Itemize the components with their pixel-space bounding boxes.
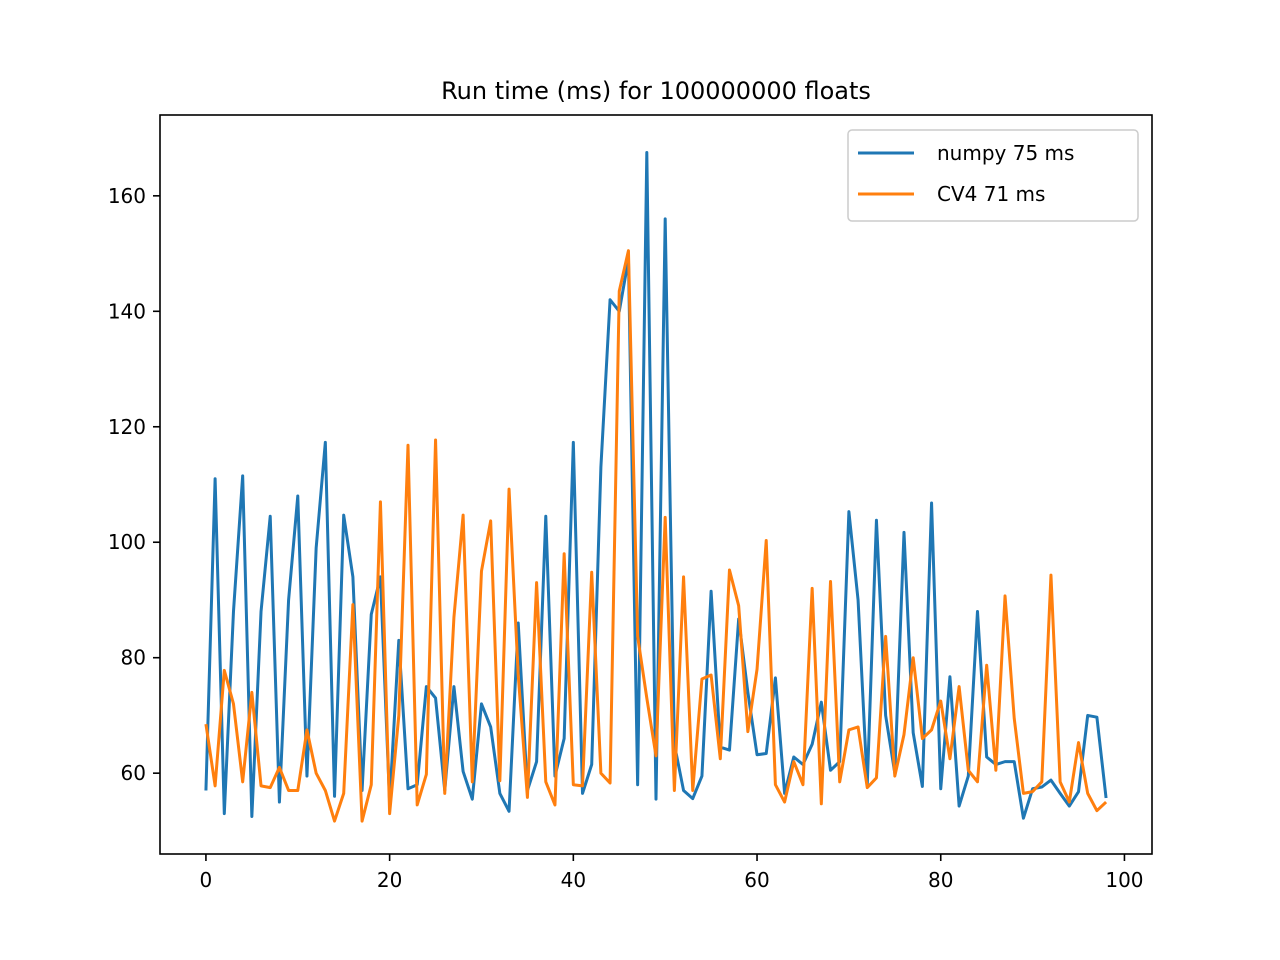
axes-layer: 0 20 40 60 80 100 60 80 100 120 140 160 — [108, 114, 1153, 892]
legend-box — [847, 129, 1139, 222]
x-tick-label: 0 — [200, 868, 213, 892]
legend-label-cv4: CV4 71 ms — [937, 182, 1045, 206]
chart-title-group: Run time (ms) for 100000000 floats — [441, 77, 871, 105]
series-line-cv4 — [204, 249, 1108, 823]
x-tick-label: 100 — [1105, 868, 1143, 892]
y-tick-label: 80 — [121, 646, 146, 670]
legend: numpy 75 ms CV4 71 ms — [847, 129, 1139, 222]
x-tick-label: 60 — [744, 868, 769, 892]
y-tick-label: 60 — [121, 761, 146, 785]
plot-frame — [159, 114, 1153, 855]
x-tick-label: 80 — [928, 868, 953, 892]
x-tick-label: 20 — [377, 868, 402, 892]
y-tick-label: 100 — [108, 530, 146, 554]
chart-title: Run time (ms) for 100000000 floats — [441, 77, 871, 105]
y-tick-label: 140 — [108, 299, 146, 323]
x-tick-label: 40 — [561, 868, 586, 892]
series-layer — [204, 151, 1108, 823]
y-tick-label: 120 — [108, 415, 146, 439]
legend-label-numpy: numpy 75 ms — [937, 141, 1074, 165]
y-tick-label: 160 — [108, 184, 146, 208]
